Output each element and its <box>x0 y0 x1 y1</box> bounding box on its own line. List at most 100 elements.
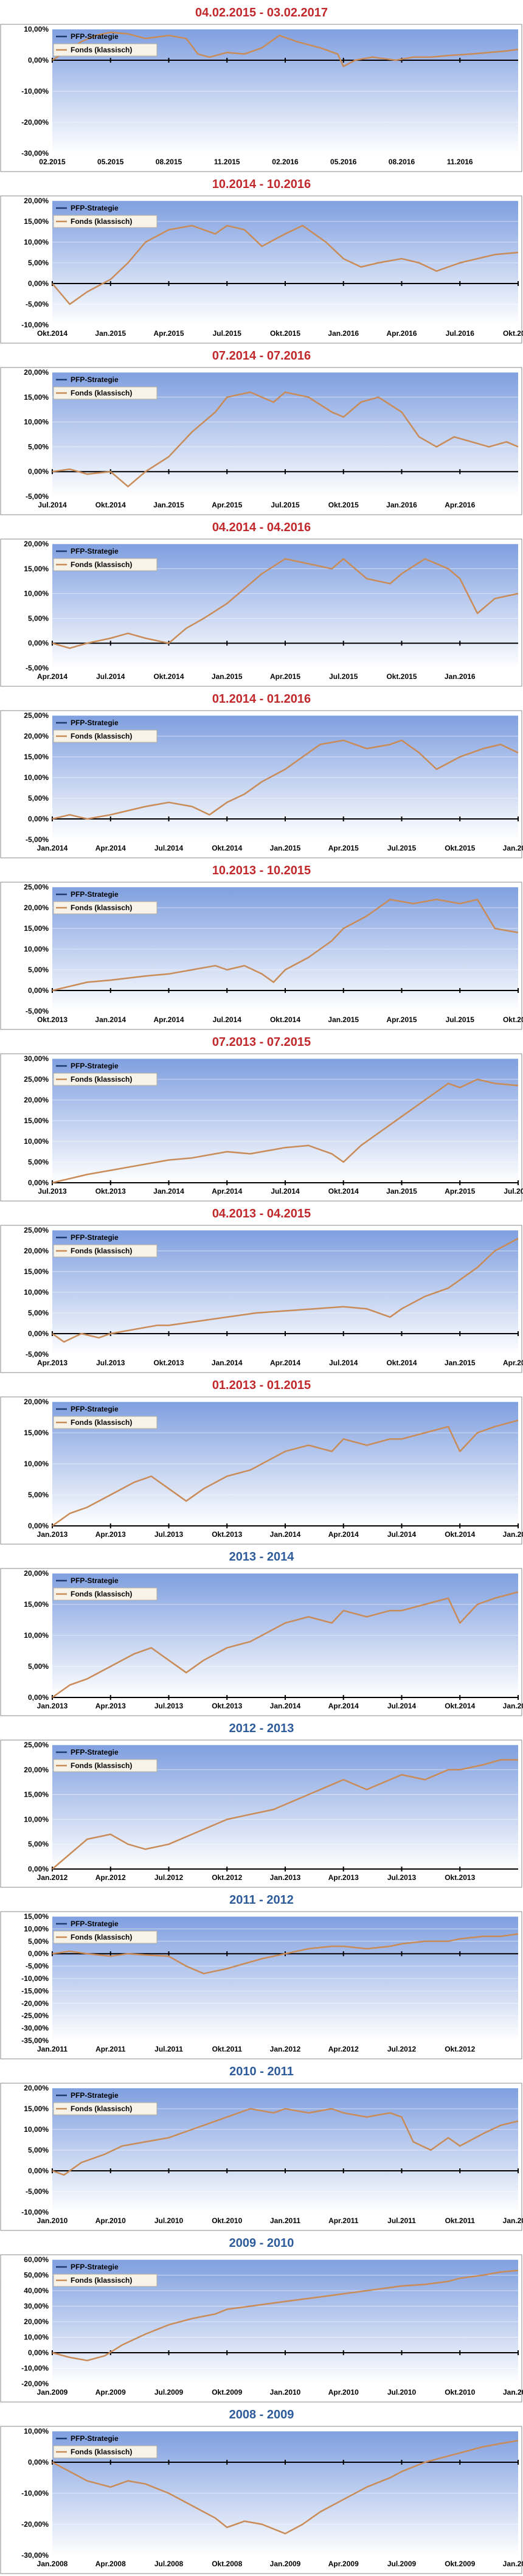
x-tick-label: Jan.2014 <box>95 1015 126 1024</box>
chart-svg: 25,00%20,00%15,00%10,00%5,00%0,00%Jan.20… <box>0 1739 522 1888</box>
y-tick-label: -5,00% <box>26 1007 49 1015</box>
y-tick-label: 0,00% <box>28 2167 49 2175</box>
x-tick-label: Jul.2014 <box>154 844 184 852</box>
x-tick-label: Jul.2016 <box>446 329 475 338</box>
x-tick-label: Jan.2015 <box>386 1187 417 1196</box>
y-tick-label: 0,00% <box>28 1693 49 1702</box>
x-tick-label: Apr.2013 <box>95 1530 126 1539</box>
x-tick-label: Apr.2015 <box>328 844 359 852</box>
x-tick-label: Apr.2013 <box>37 1359 68 1367</box>
y-tick-label: -20,00% <box>21 2520 49 2529</box>
x-tick-label: Apr.2013 <box>328 1873 359 1882</box>
y-tick-label: 20,00% <box>24 540 49 548</box>
legend-label: Fonds (klassisch) <box>71 46 132 54</box>
x-tick-label: Apr.2014 <box>328 1530 359 1539</box>
x-tick-label: Jan.2010 <box>503 2560 523 2568</box>
y-tick-label: 5,00% <box>28 1662 49 1671</box>
y-tick-label: -10,00% <box>21 87 49 96</box>
y-tick-label: 30,00% <box>24 1054 49 1063</box>
chart-panel: 07.2013 - 07.2015 30,00% 25,00% 20,00% 15,00… <box>0 1032 523 1203</box>
series-line <box>52 225 519 305</box>
y-tick-label: -5,00% <box>26 2187 49 2196</box>
y-tick-label: 60,00% <box>24 2255 49 2264</box>
x-tick-label: Okt.2016 <box>503 329 523 338</box>
legend-label: PFP-Strategie <box>71 719 119 727</box>
x-tick-label: Jul.2015 <box>213 329 242 338</box>
x-tick-label: Jan.2016 <box>386 501 417 509</box>
y-tick-label: -30,00% <box>21 2024 49 2033</box>
x-tick-label: Okt.2013 <box>212 1702 242 1710</box>
y-tick-label: -5,00% <box>26 1962 49 1971</box>
y-tick-label: 0,00% <box>28 2458 49 2466</box>
x-tick-label: Jul.2014 <box>387 1530 417 1539</box>
y-tick-label: 10,00% <box>24 1924 49 1933</box>
series-line <box>52 1078 519 1184</box>
y-tick-label: -10,00% <box>21 2364 49 2373</box>
x-tick-label: Jul.2015 <box>387 844 417 852</box>
x-tick-label: Apr.2012 <box>328 2045 359 2053</box>
chart-panel: 2009 - 2010 60,00% 50,00% 40,00% 30,00% 20,00… <box>0 2233 523 2404</box>
x-tick-label: Jan.2014 <box>212 1359 243 1367</box>
series-line <box>52 2108 519 2176</box>
y-tick-label: 10,00% <box>24 590 49 598</box>
x-tick-label: Apr.2014 <box>153 1015 184 1024</box>
chart-svg: 20,00%15,00%10,00%5,00%0,00%-5,00%Jul.20… <box>0 367 522 515</box>
y-tick-label: 5,00% <box>28 966 49 974</box>
chart-title: 04.2014 - 04.2016 <box>212 521 311 534</box>
y-tick-label: 0,00% <box>28 2348 49 2357</box>
chart-svg: 25,00% 20,00% 15,00% 10,00% 5,00% 0,00% -5,00%… <box>0 710 523 858</box>
x-tick-label: Apr.2016 <box>386 329 417 338</box>
x-tick-label: Jul.2012 <box>154 1873 184 1882</box>
y-tick-label: 5,00% <box>28 1158 49 1166</box>
chart-title: 2009 - 2010 <box>229 2237 294 2250</box>
chart-svg: 20,00% 15,00% 10,00% 5,00% 0,00% -5,00% -10,00… <box>0 195 523 344</box>
y-tick-label: 15,00% <box>24 1791 49 1799</box>
x-tick-label: Jul.2010 <box>154 2216 184 2225</box>
chart-panel: 04.2013 - 04.2015 25,00% 20,00% 15,00% 10,00… <box>0 1203 523 1375</box>
x-tick-label: Okt.2014 <box>95 501 126 509</box>
y-tick-label: 5,00% <box>28 614 49 622</box>
x-tick-label: Jul.2013 <box>96 1359 125 1367</box>
x-tick-label: Okt.2008 <box>212 2560 242 2568</box>
y-tick-label: 0,00% <box>28 1865 49 1873</box>
x-tick-label: Jan.2016 <box>328 329 359 338</box>
x-tick-label: Jul.2014 <box>387 1702 417 1710</box>
x-tick-label: Jan.2016 <box>445 672 476 681</box>
x-tick-label: 05.2015 <box>97 158 124 166</box>
chart-panel: 04.2014 - 04.2016 20,00% 15,00% 10,00% 5,00%… <box>0 517 523 689</box>
legend-box <box>53 1759 158 1772</box>
x-tick-label: Okt.2014 <box>153 672 184 681</box>
legend-label: Fonds (klassisch) <box>71 1418 132 1427</box>
x-tick-label: Jan.2015 <box>503 1702 523 1710</box>
chart-panel: 10.2013 - 10.2015 25,00% 20,00% 15,00% 10,00… <box>0 860 523 1032</box>
x-tick-label: Okt.2010 <box>212 2216 242 2225</box>
chart-svg: 30,00% 25,00% 20,00% 15,00% 10,00% 5,00% 0,00%… <box>0 1053 523 1202</box>
chart-title: 2012 - 2013 <box>229 1722 294 1735</box>
y-tick-label: 25,00% <box>24 1226 49 1234</box>
chart-title: 10.2014 - 10.2016 <box>212 178 311 191</box>
x-tick-label: Jul.2013 <box>38 1187 67 1196</box>
y-tick-label: 5,00% <box>28 794 49 802</box>
x-tick-label: Apr.2015 <box>270 672 300 681</box>
chart-title: 10.2013 - 10.2015 <box>212 864 311 877</box>
y-tick-label: -30,00% <box>21 149 49 158</box>
y-tick-label: 15,00% <box>24 1267 49 1276</box>
x-tick-label: Jan.2008 <box>37 2560 68 2568</box>
x-tick-label: Okt.2015 <box>445 844 475 852</box>
y-tick-label: 10,00% <box>24 1137 49 1146</box>
y-tick-label: 0,00% <box>28 1178 49 1187</box>
y-tick-label: -10,00% <box>21 2208 49 2216</box>
x-tick-label: 11.2016 <box>447 158 473 166</box>
chart-svg: 20,00%15,00%10,00%5,00%0,00%-5,00%Apr.20… <box>0 538 522 687</box>
x-tick-label: 08.2016 <box>389 158 415 166</box>
y-tick-label: 15,00% <box>24 217 49 226</box>
x-tick-label: 11.2015 <box>214 158 240 166</box>
legend-box <box>53 2274 158 2287</box>
legend-label: PFP-Strategie <box>71 890 119 899</box>
y-tick-label: 20,00% <box>24 732 49 740</box>
y-tick-label: -5,00% <box>26 1350 49 1359</box>
y-tick-label: 10,00% <box>24 945 49 953</box>
x-tick-label: Jul.2014 <box>96 672 125 681</box>
y-tick-label: 10,00% <box>24 1631 49 1640</box>
x-tick-label: Apr.2013 <box>95 1702 126 1710</box>
